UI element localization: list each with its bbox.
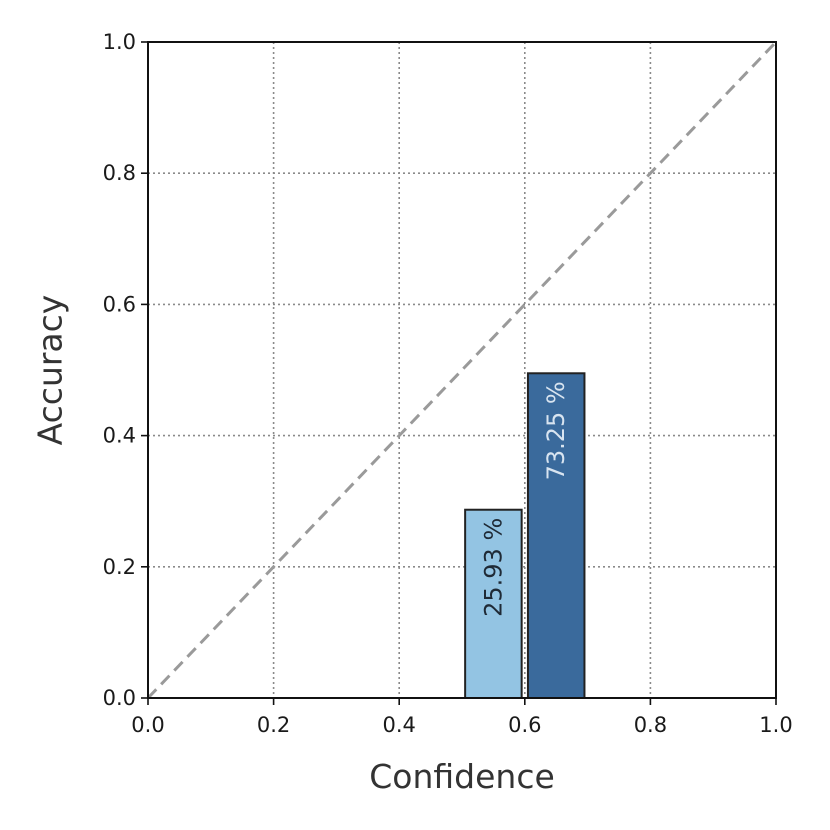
y-axis-label: Accuracy (31, 295, 70, 446)
y-tick-label: 0.2 (103, 555, 136, 579)
x-tick-label: 0.2 (257, 713, 290, 737)
bar (464, 508, 523, 699)
bar (526, 372, 586, 699)
y-tick-label: 0.0 (103, 686, 136, 710)
x-tick-label: 0.6 (508, 713, 541, 737)
x-tick-label: 0.4 (382, 713, 415, 737)
bar-group: 25.93 % 73.25 % (464, 372, 586, 699)
x-tick-label: 0.8 (634, 713, 667, 737)
bar-value-label: 73.25 % (542, 381, 570, 480)
y-tick-label: 0.4 (103, 424, 136, 448)
plot-frame (147, 41, 777, 699)
y-tick-label: 0.8 (103, 161, 136, 185)
tick-group: 0.0 0.2 0.4 0.6 0.8 1.0 0.0 0.2 0.4 0.6 0.8 1.0 (103, 30, 793, 737)
y-tick-label: 0.6 (103, 292, 136, 316)
x-axis-label: Confidence (369, 757, 555, 796)
x-tick-label: 1.0 (759, 713, 792, 737)
y-tick-label: 1.0 (103, 30, 136, 54)
x-tick-label: 0.0 (131, 713, 164, 737)
perfect-calibration-line (146, 40, 778, 700)
bar-value-label: 25.93 % (479, 518, 507, 617)
